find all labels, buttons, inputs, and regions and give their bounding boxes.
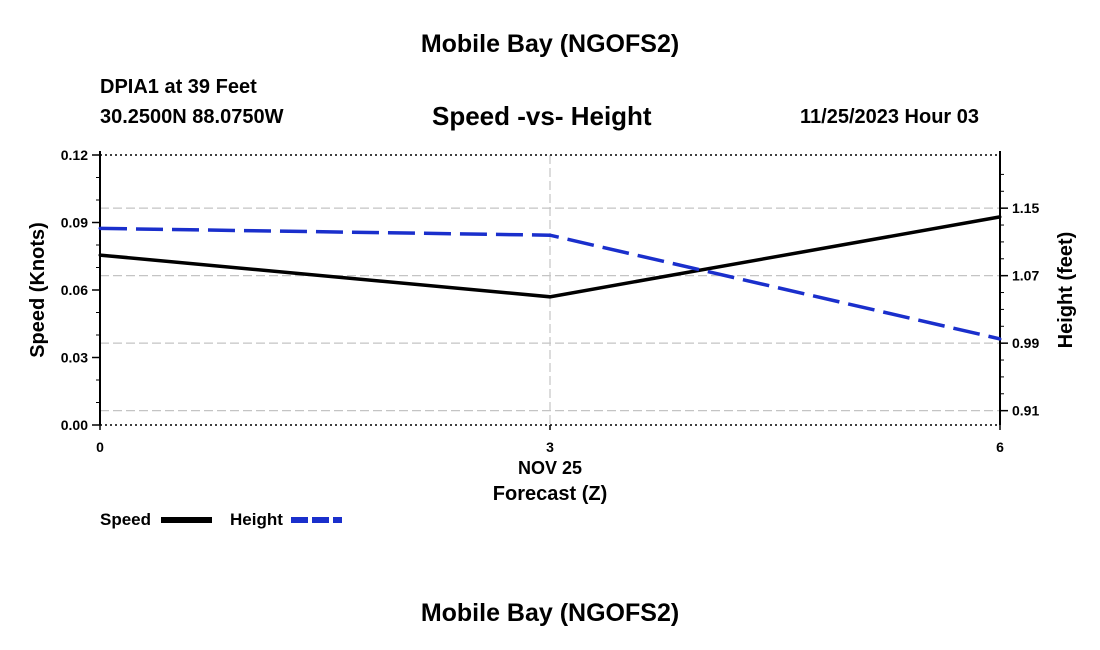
tick-labels: 0.00 0.03 0.06 0.09 0.12 0.91 0.99 1.07 1.15 0 3 6 (61, 147, 1040, 455)
x-tick-label: 0 (96, 439, 104, 455)
axes (92, 151, 1008, 430)
y-left-tick-label: 0.06 (61, 282, 88, 298)
series-line-height (99, 226, 1001, 341)
y-left-tick-label: 0.00 (61, 417, 88, 433)
data-point-speed (98, 253, 102, 257)
series-lines (98, 215, 1002, 341)
y-axis-right-label: Height (feet) (1055, 232, 1077, 349)
y-axis-left-label: Speed (Knots) (27, 222, 49, 358)
x-tick-label: 6 (996, 439, 1004, 455)
footer-title: Mobile Bay (NGOFS2) (420, 599, 680, 627)
x-tick-label: 3 (546, 439, 554, 455)
y-left-tick-label: 0.12 (61, 147, 88, 163)
y-right-tick-label: 1.15 (1012, 200, 1039, 216)
chart-title: Speed -vs- Height (432, 101, 652, 131)
legend: Speed Height (100, 510, 342, 529)
data-point-speed (998, 215, 1002, 219)
data-point-speed (548, 295, 552, 299)
y-left-tick-label: 0.03 (61, 350, 88, 366)
y-right-tick-label: 1.07 (1012, 268, 1039, 284)
forecast-datetime: 11/25/2023 Hour 03 (800, 106, 980, 128)
data-point-height (548, 233, 552, 237)
x-date-label: NOV 25 (518, 458, 582, 478)
y-left-tick-label: 0.09 (61, 215, 88, 231)
y-right-tick-label: 0.91 (1012, 403, 1039, 419)
data-point-height (98, 226, 102, 230)
data-point-height (998, 337, 1002, 341)
y-right-tick-label: 0.99 (1012, 335, 1039, 351)
legend-label-height: Height (230, 510, 283, 529)
x-axis-label: Forecast (Z) (493, 483, 607, 505)
legend-label-speed: Speed (100, 510, 151, 529)
grid-lines (100, 155, 1000, 425)
page-title: Mobile Bay (NGOFS2) (420, 30, 680, 58)
station-coordinates: 30.2500N 88.0750W (100, 106, 284, 128)
station-label: DPIA1 at 39 Feet (100, 76, 257, 98)
